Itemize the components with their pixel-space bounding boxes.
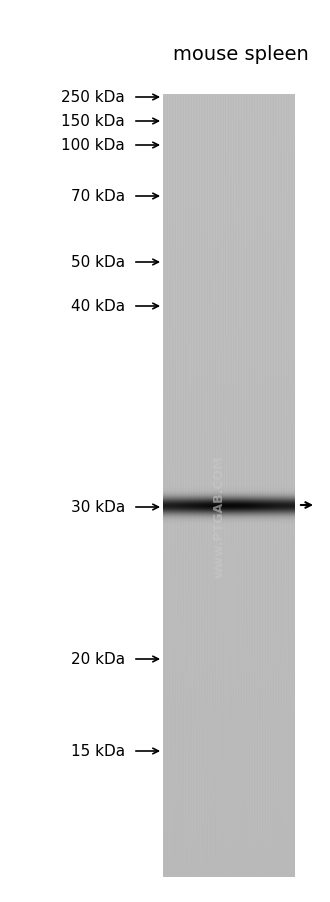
Text: www.PTGAB.COM: www.PTGAB.COM [213,455,225,577]
Text: 40 kDa: 40 kDa [71,299,125,314]
Text: mouse spleen: mouse spleen [173,45,309,64]
Text: 50 kDa: 50 kDa [71,255,125,271]
Text: 15 kDa: 15 kDa [71,743,125,759]
Text: 20 kDa: 20 kDa [71,652,125,667]
Text: 150 kDa: 150 kDa [61,115,125,129]
Text: 250 kDa: 250 kDa [61,90,125,106]
Text: 100 kDa: 100 kDa [61,138,125,153]
Text: 30 kDa: 30 kDa [71,500,125,515]
Text: 70 kDa: 70 kDa [71,189,125,204]
